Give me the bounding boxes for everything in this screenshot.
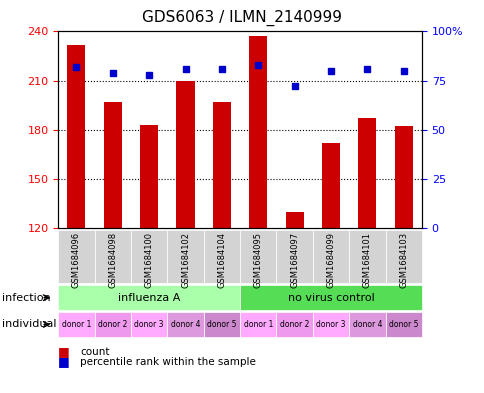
- Text: GSM1684096: GSM1684096: [72, 232, 81, 288]
- Bar: [358, 118, 376, 228]
- Bar: [67, 44, 85, 228]
- Text: GSM1684097: GSM1684097: [289, 232, 299, 288]
- Text: donor 5: donor 5: [207, 320, 236, 329]
- Bar: [104, 102, 121, 228]
- Bar: [212, 102, 230, 228]
- Text: donor 3: donor 3: [316, 320, 345, 329]
- Bar: [321, 143, 339, 228]
- Text: donor 5: donor 5: [388, 320, 418, 329]
- Text: GSM1684102: GSM1684102: [181, 232, 190, 288]
- Text: donor 1: donor 1: [61, 320, 91, 329]
- Bar: [394, 127, 412, 228]
- Text: infection: infection: [2, 293, 51, 303]
- Text: influenza A: influenza A: [118, 293, 180, 303]
- Text: GSM1684103: GSM1684103: [398, 232, 408, 288]
- Text: percentile rank within the sample: percentile rank within the sample: [80, 357, 256, 367]
- Text: donor 4: donor 4: [170, 320, 200, 329]
- Text: donor 3: donor 3: [134, 320, 164, 329]
- Bar: [176, 81, 194, 228]
- Text: donor 4: donor 4: [352, 320, 381, 329]
- Bar: [140, 125, 158, 228]
- Bar: [249, 37, 267, 228]
- Text: GSM1684104: GSM1684104: [217, 232, 226, 288]
- Text: GSM1684099: GSM1684099: [326, 232, 335, 288]
- Text: GSM1684095: GSM1684095: [253, 232, 262, 288]
- Bar: [285, 211, 303, 228]
- Text: GDS6063 / ILMN_2140999: GDS6063 / ILMN_2140999: [142, 10, 342, 26]
- Text: ■: ■: [58, 345, 70, 358]
- Text: individual: individual: [2, 320, 57, 329]
- Text: ■: ■: [58, 355, 70, 369]
- Text: GSM1684100: GSM1684100: [144, 232, 153, 288]
- Text: GSM1684101: GSM1684101: [362, 232, 371, 288]
- Text: GSM1684098: GSM1684098: [108, 232, 117, 288]
- Text: donor 2: donor 2: [279, 320, 309, 329]
- Text: donor 2: donor 2: [98, 320, 127, 329]
- Text: count: count: [80, 347, 109, 357]
- Text: no virus control: no virus control: [287, 293, 374, 303]
- Text: donor 1: donor 1: [243, 320, 272, 329]
